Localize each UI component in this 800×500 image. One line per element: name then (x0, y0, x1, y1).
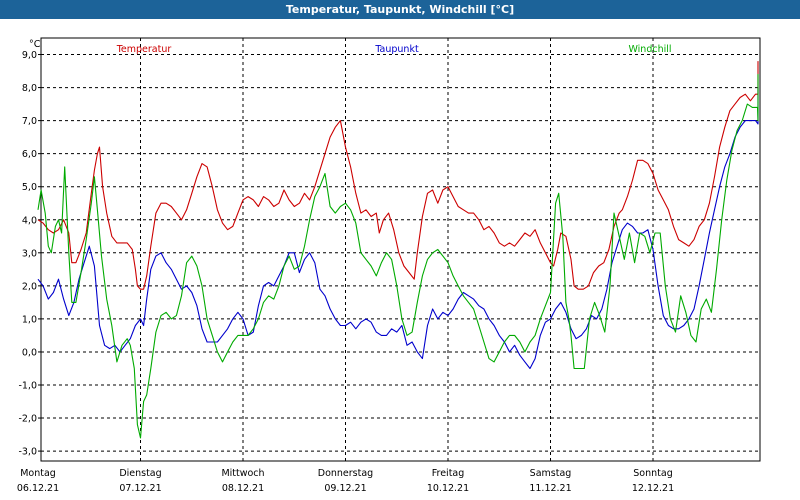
weather-chart: 9,0 8,0 7,0 6,0 5,0 4,0 3,0 2,0 1,0 0,0 -1,0 -2,0 -3… (17, 37, 761, 494)
y-tick-label: -1,0 (18, 380, 37, 391)
y-tick-label: -2,0 (18, 414, 37, 425)
plot-frame (40, 37, 761, 462)
grid-lines (41, 38, 760, 461)
series-line-windchill (37, 73, 759, 439)
y-unit-label: °C (29, 39, 41, 50)
y-tick-label: 7,0 (22, 116, 37, 127)
x-tick-day: Mittwoch (221, 468, 264, 479)
x-tick-date: 07.12.21 (119, 483, 161, 494)
x-tick-day: Freitag (432, 468, 465, 479)
x-tick-day: Donnerstag (318, 468, 373, 479)
x-tick-date: 09.12.21 (324, 483, 366, 494)
y-tick-label: 1,0 (22, 314, 37, 325)
y-tick-label: 6,0 (22, 149, 37, 160)
series-line-taupunkt (37, 87, 759, 370)
legend-temperatur: Temperatur (116, 44, 172, 55)
chart-title: Temperatur, Taupunkt, Windchill [°C] (0, 0, 800, 19)
x-tick-day: Dienstag (119, 468, 161, 479)
x-tick-date: 11.12.21 (529, 483, 571, 494)
legend-windchill: Windchill (628, 44, 671, 55)
y-tick-label: 8,0 (22, 83, 37, 94)
y-tick-label: 0,0 (22, 347, 37, 358)
y-tick-label: 9,0 (22, 50, 37, 61)
x-axis: Montag 06.12.21 Dienstag 07.12.21 Mittwoch 08… (17, 468, 674, 494)
x-tick-day: Sonntag (633, 468, 672, 479)
legend-taupunkt: Taupunkt (374, 44, 419, 55)
y-axis: 9,0 8,0 7,0 6,0 5,0 4,0 3,0 2,0 1,0 0,0 -1,0 -2,0 -3… (18, 39, 41, 458)
y-tick-label: 4,0 (22, 215, 37, 226)
x-tick-date: 12.12.21 (632, 483, 674, 494)
x-tick-day: Samstag (530, 468, 572, 479)
legend: Temperatur Taupunkt Windchill (116, 44, 672, 55)
x-tick-date: 06.12.21 (17, 483, 59, 494)
x-tick-date: 08.12.21 (222, 483, 264, 494)
x-tick-day: Montag (20, 468, 56, 479)
y-tick-label: -3,0 (18, 447, 37, 458)
y-tick-label: 3,0 (22, 248, 37, 259)
y-tick-label: 5,0 (22, 182, 37, 193)
x-tick-date: 10.12.21 (427, 483, 469, 494)
series-lines (37, 61, 759, 439)
y-tick-label: 2,0 (22, 281, 37, 292)
series-line-temperatur (37, 61, 759, 290)
